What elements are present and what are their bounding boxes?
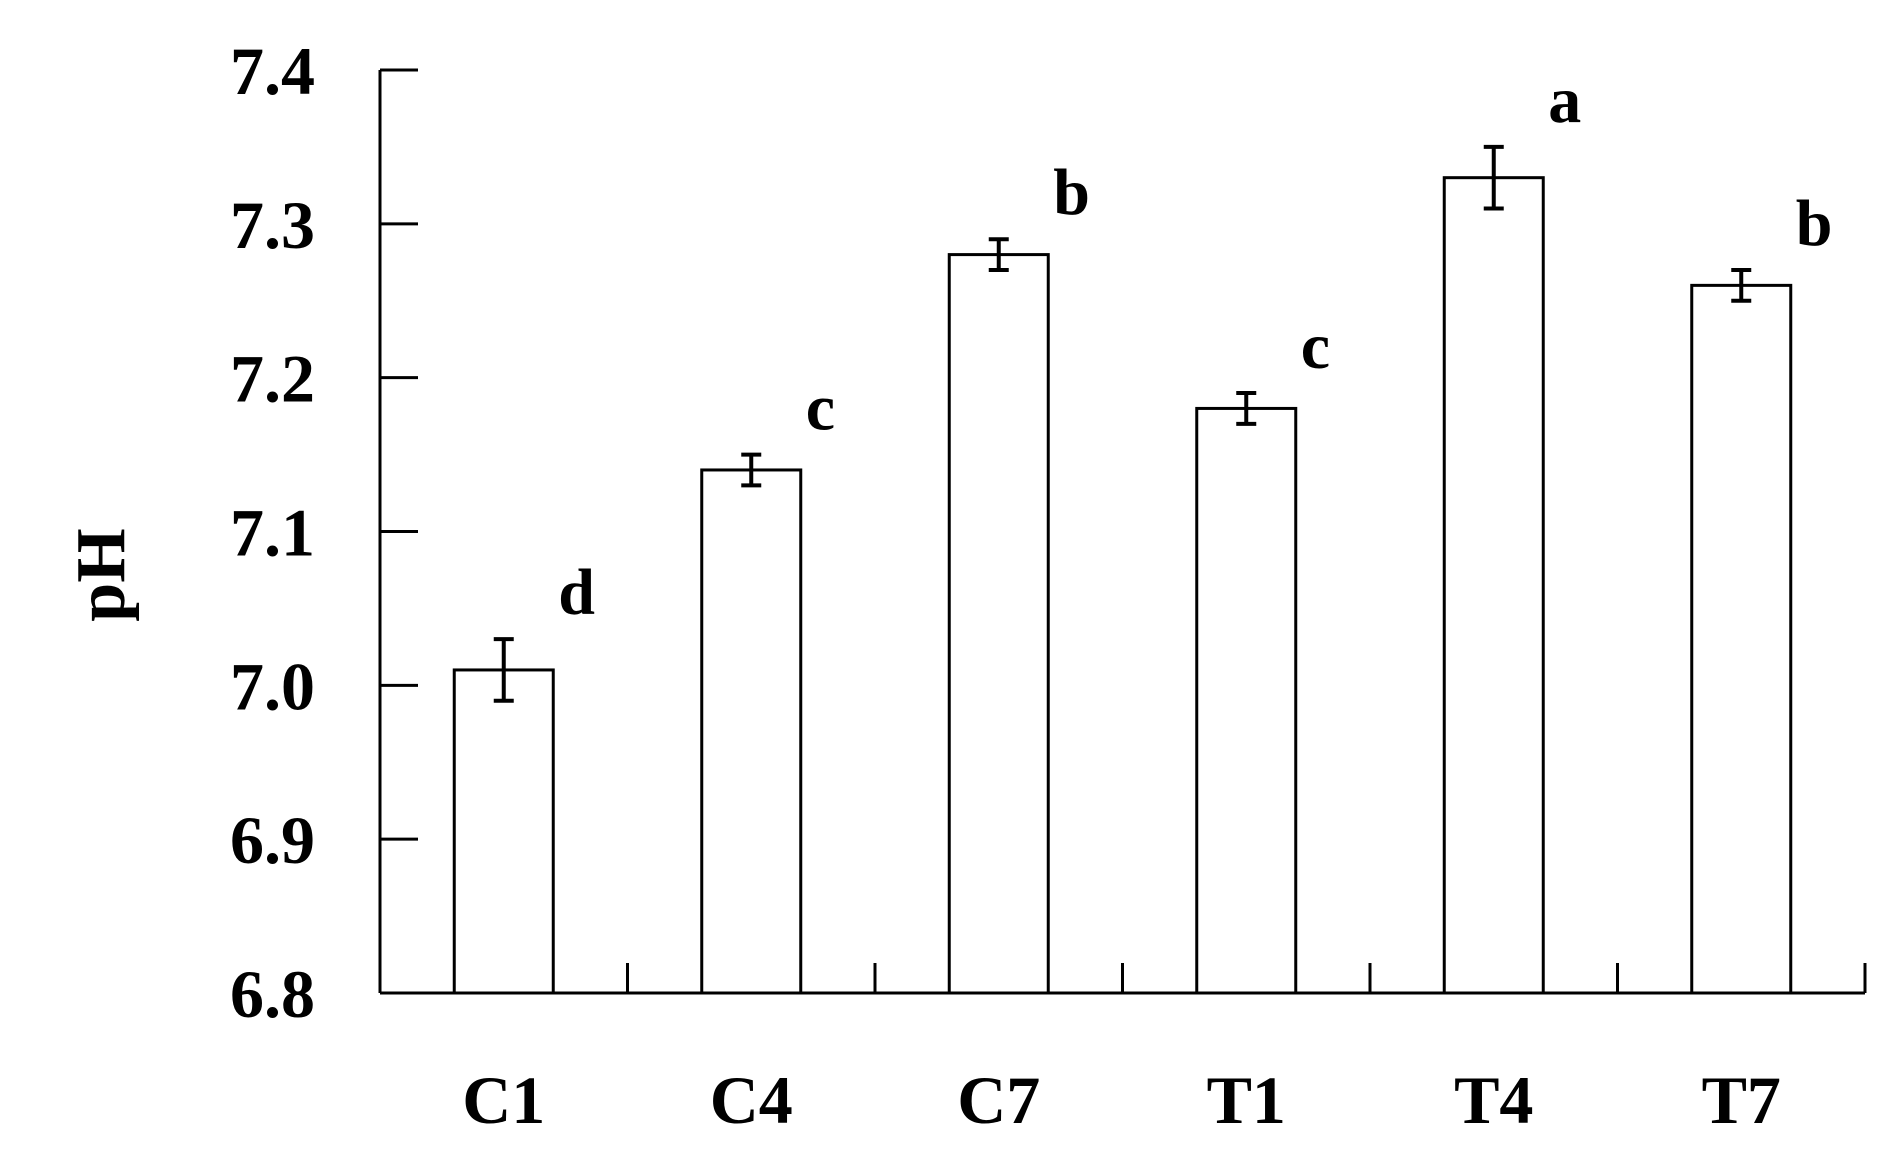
bar-T1 [1195, 406, 1298, 995]
significance-letter-C7: b [1053, 156, 1090, 229]
y-tick-label-2: 7.0 [230, 648, 315, 724]
significance-letter-T1: c [1301, 310, 1330, 383]
y-tick-label-3: 7.1 [230, 495, 315, 571]
labels: 6.8 6.9 7.0 7.1 7.2 7.3 7.4 C1 d C4 c C7 b T1 c T4 a T7 b [230, 33, 1832, 1138]
x-tick-label-T4: T4 [1454, 1062, 1533, 1138]
x-tick-label-C7: C7 [957, 1062, 1040, 1138]
bars [452, 144, 1793, 995]
significance-letter-C1: d [558, 556, 595, 629]
bar-C1 [452, 668, 555, 995]
bar-C4 [700, 468, 803, 995]
y-tick-label-6: 7.4 [230, 33, 315, 109]
x-tick-label-T7: T7 [1702, 1062, 1781, 1138]
y-tick-label-1: 6.9 [230, 802, 315, 878]
bar-T7 [1690, 283, 1793, 995]
significance-letter-C4: c [806, 372, 835, 445]
axes [378, 68, 1867, 995]
x-tick-label-C4: C4 [710, 1062, 793, 1138]
x-tick-label-T1: T1 [1207, 1062, 1286, 1138]
bar-C7 [947, 253, 1050, 995]
bar-T4 [1442, 176, 1545, 995]
y-tick-label-5: 7.3 [230, 187, 315, 263]
significance-letter-T7: b [1796, 187, 1833, 260]
y-tick-label-4: 7.2 [230, 341, 315, 417]
significance-letter-T4: a [1548, 64, 1581, 137]
y-tick-label-0: 6.8 [230, 956, 315, 1032]
y-axis-label: pH [63, 528, 140, 621]
x-tick-label-C1: C1 [462, 1062, 545, 1138]
